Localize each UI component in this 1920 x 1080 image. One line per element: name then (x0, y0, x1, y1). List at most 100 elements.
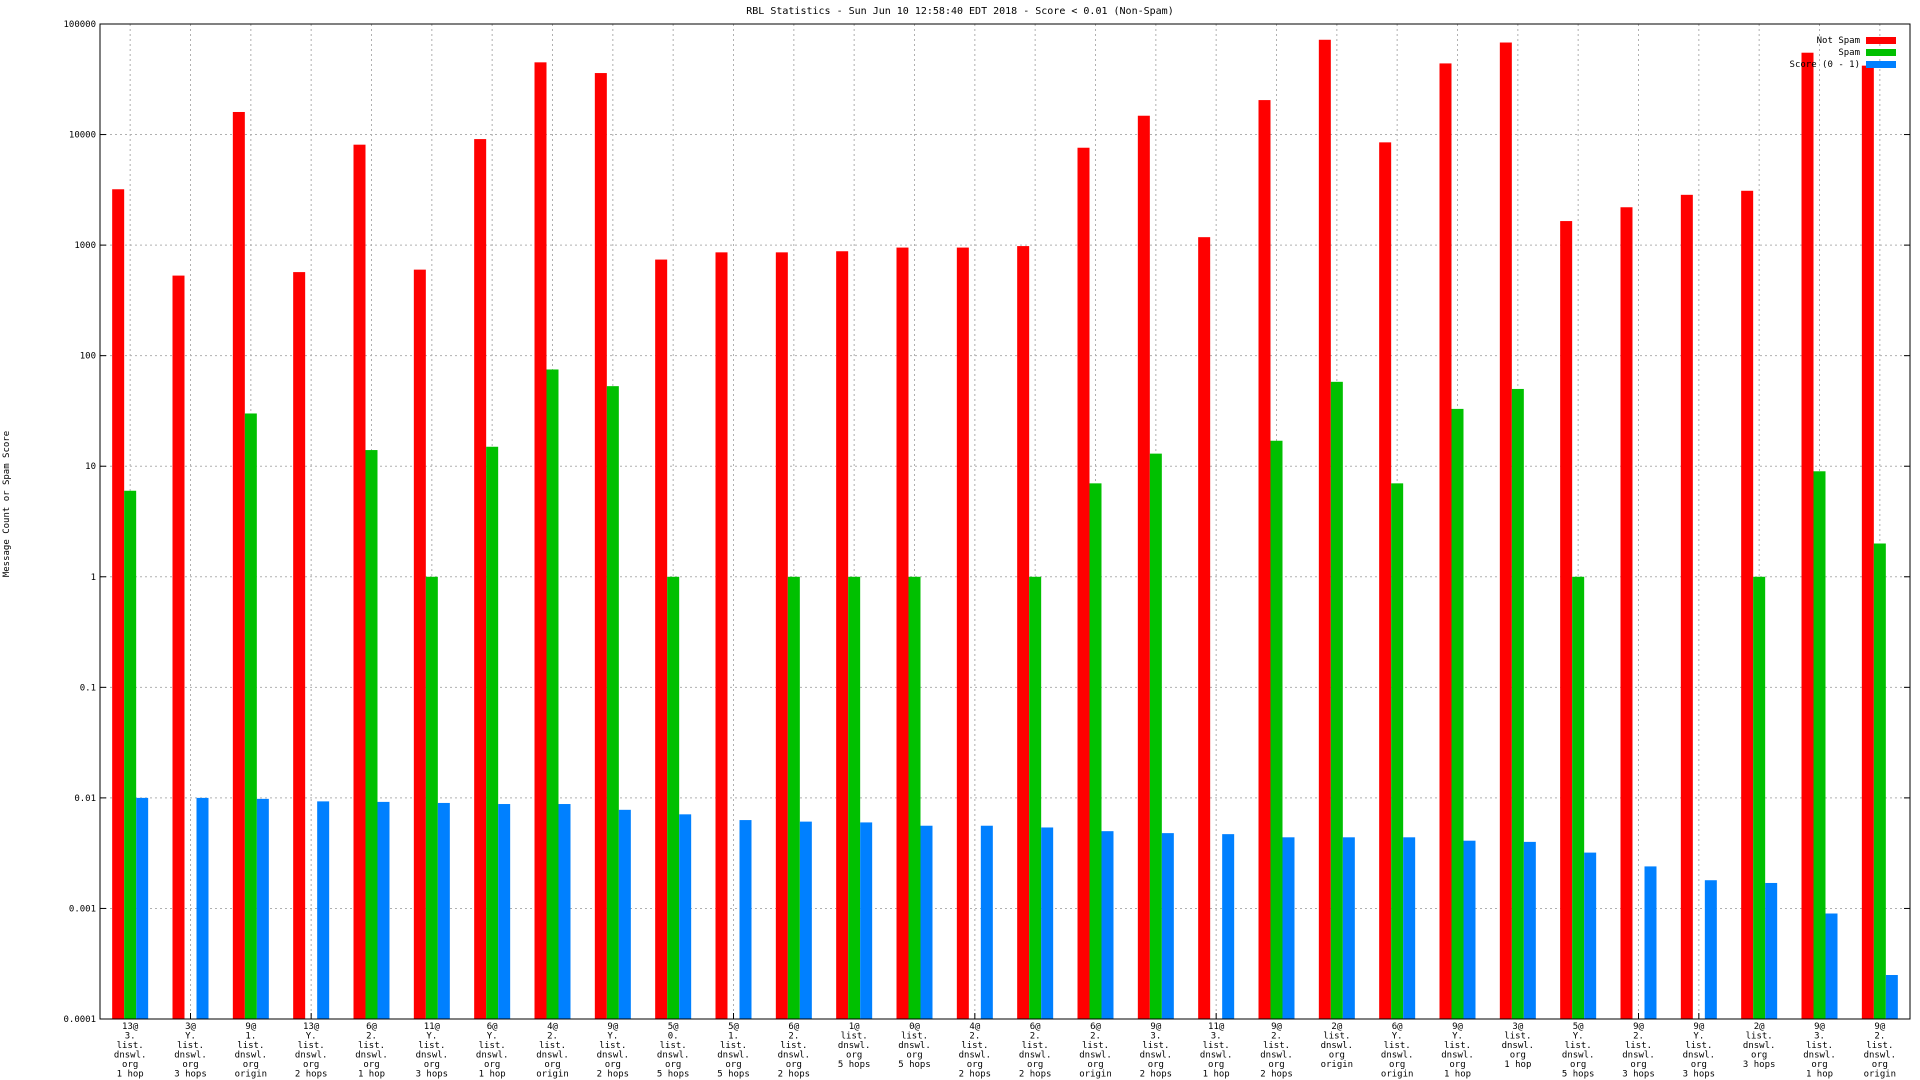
x-tick-label-line: 2 hops (959, 1070, 992, 1080)
x-tick-label: 11@ 3. list. dnswl. org 1 hop (1200, 1022, 1233, 1080)
bar-score-0-1 (196, 797, 209, 1019)
x-tick-label-line: 5 hops (717, 1070, 750, 1080)
x-tick-label-line: dnswl. (295, 1051, 328, 1061)
x-tick-label-line: org (484, 1060, 500, 1070)
bar-spam (1572, 576, 1585, 1019)
x-tick-label: 5@ Y. list. dnswl. org 5 hops (1562, 1022, 1595, 1080)
x-tick-label: 0@ list. dnswl. org 5 hops (898, 1022, 931, 1070)
x-tick-label-line: list. (720, 1041, 747, 1051)
x-tick-label-line: 11@ (1208, 1022, 1225, 1032)
y-tick-label: 1000 (74, 241, 96, 251)
x-tick-label: 2@ list. dnswl. org 3 hops (1743, 1022, 1776, 1070)
bar-score-0-1 (1704, 880, 1717, 1019)
x-tick-label-line: dnswl. (355, 1051, 388, 1061)
x-tick-label-line: list. (1384, 1041, 1411, 1051)
bar-spam (1391, 483, 1404, 1019)
x-tick-label-line: org (1027, 1060, 1043, 1070)
x-tick-label-line: Y. (185, 1032, 196, 1042)
x-tick-label-line: list. (1203, 1041, 1230, 1051)
x-tick-label-line: dnswl. (1803, 1051, 1836, 1061)
x-tick-label-line: list. (660, 1041, 687, 1051)
x-tick-label-line: 0. (668, 1032, 679, 1042)
x-tick-label-line: 3. (125, 1032, 136, 1042)
bar-not-spam (112, 189, 125, 1019)
x-tick-label-line: 13@ (303, 1022, 320, 1032)
x-tick-label-line: 9@ (1814, 1022, 1825, 1032)
x-tick-label: 5@ 1. list. dnswl. org 5 hops (717, 1022, 750, 1080)
bar-spam (1270, 440, 1283, 1019)
bar-not-spam (1439, 63, 1452, 1020)
x-tick-label-line: list. (177, 1041, 204, 1051)
x-tick-label: 9@ Y. list. dnswl. org 1 hop (1441, 1022, 1474, 1080)
x-tick-label-line: 2. (1633, 1032, 1644, 1042)
bar-not-spam (1620, 207, 1633, 1019)
x-tick-label-line: 0@ (909, 1022, 920, 1032)
legend-swatch (1866, 37, 1896, 44)
x-tick-label-line: 6@ (1030, 1022, 1041, 1032)
x-tick-label-line: list. (841, 1032, 868, 1042)
x-tick-label-line: Y. (306, 1032, 317, 1042)
x-tick-label-line: 1 hop (117, 1070, 144, 1080)
bar-spam (848, 576, 861, 1019)
bar-score-0-1 (136, 797, 149, 1019)
x-tick-label-line: org (786, 1060, 802, 1070)
x-tick-label-line: 5 hops (657, 1070, 690, 1080)
x-tick-label-line: 2 hops (778, 1070, 811, 1080)
x-tick-label-line: 2. (547, 1032, 558, 1042)
x-tick-label-line: 1 hop (479, 1070, 506, 1080)
x-tick-label-line: 3 hops (1683, 1070, 1716, 1080)
x-tick-label-line: dnswl. (1260, 1051, 1293, 1061)
x-tick-label-line: list. (599, 1041, 626, 1051)
x-tick-label-line: 11@ (424, 1022, 441, 1032)
bar-spam (486, 446, 499, 1019)
legend-swatch (1866, 49, 1896, 56)
x-tick-label-line: dnswl. (1622, 1051, 1655, 1061)
x-tick-label-line: 1 hop (1806, 1070, 1833, 1080)
x-tick-label-line: 3. (1814, 1032, 1825, 1042)
bar-not-spam (1680, 194, 1693, 1019)
x-tick-label: 6@ 2. list. dnswl. org 1 hop (355, 1022, 388, 1080)
bar-score-0-1 (317, 801, 330, 1019)
bar-spam (244, 413, 257, 1019)
y-tick-label: 10 (85, 462, 96, 472)
x-tick-label-line: 2 hops (295, 1070, 328, 1080)
x-tick-label-line: 1 hop (358, 1070, 385, 1080)
bar-score-0-1 (980, 825, 993, 1019)
bar-not-spam (413, 269, 426, 1020)
x-tick-label-line: list. (1323, 1032, 1350, 1042)
bar-score-0-1 (1463, 840, 1476, 1019)
bar-score-0-1 (1342, 837, 1355, 1019)
bar-not-spam (1861, 65, 1874, 1020)
x-tick-label-line: 3@ (1512, 1022, 1523, 1032)
x-tick-label-line: org (544, 1060, 560, 1070)
y-tick-label: 0.01 (74, 794, 96, 804)
x-tick-label-line: 2 hops (1019, 1070, 1052, 1080)
x-tick-label-line: 1 hop (1203, 1070, 1230, 1080)
bar-not-spam (172, 275, 185, 1019)
x-tick-label-line: org (122, 1060, 138, 1070)
bar-spam (546, 369, 559, 1019)
x-tick-label-line: list. (1022, 1041, 1049, 1051)
x-tick-label-line: org (1510, 1051, 1526, 1061)
bar-score-0-1 (860, 822, 873, 1019)
x-tick-label: 3@ list. dnswl. org 1 hop (1502, 1022, 1535, 1070)
x-tick-label-line: Y. (426, 1032, 437, 1042)
bar-not-spam (1499, 42, 1512, 1019)
x-tick-label-line: dnswl. (114, 1051, 147, 1061)
x-tick-label-line: org (182, 1060, 198, 1070)
bar-score-0-1 (498, 804, 511, 1019)
x-tick-label-line: org (1087, 1060, 1103, 1070)
x-tick-label-line: org (1811, 1060, 1827, 1070)
x-tick-label-line: org (725, 1060, 741, 1070)
x-tick-label-line: dnswl. (1381, 1051, 1414, 1061)
x-tick-label-line: Y. (1392, 1032, 1403, 1042)
x-tick-label-line: 1 hop (1504, 1060, 1531, 1070)
bar-score-0-1 (1161, 833, 1174, 1019)
x-tick-label-line: list. (1866, 1041, 1893, 1051)
bar-score-0-1 (1644, 866, 1657, 1019)
legend-label: Spam (1838, 48, 1860, 58)
x-tick-label: 9@ 3. list. dnswl. org 2 hops (1140, 1022, 1173, 1080)
x-tick-label-line: list. (418, 1041, 445, 1051)
x-tick-label-line: dnswl. (536, 1051, 569, 1061)
